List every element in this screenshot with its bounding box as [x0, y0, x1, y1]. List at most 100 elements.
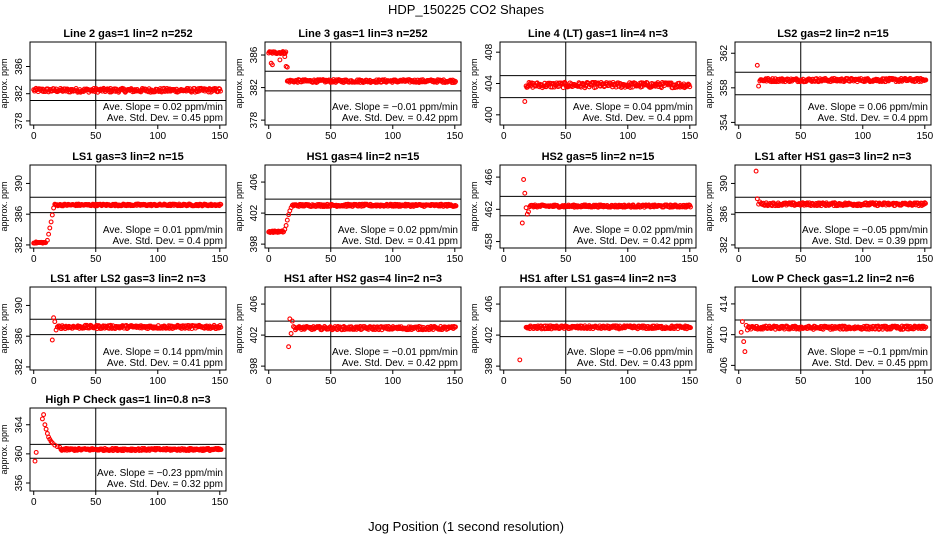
- stats-annotation: Ave. Slope = −0.01 ppm/min: [332, 102, 458, 113]
- y-axis-label: approx. ppm: [234, 181, 244, 231]
- panel: HS1 gas=4 lin=2 n=15 0 50 100 150 398 402 406 ap…: [234, 151, 464, 265]
- stats-annotation: Ave. Std. Dev. = 0.45 ppm: [107, 113, 223, 124]
- x-tick-label: 100: [149, 497, 166, 508]
- data-point: [218, 88, 223, 94]
- y-tick-label: 364: [14, 416, 25, 433]
- data-point: [33, 449, 39, 455]
- data-point: [922, 200, 928, 206]
- panel-title: Line 2 gas=1 lin=2 n=252: [63, 28, 192, 40]
- data-point: [613, 84, 619, 90]
- data-point: [743, 322, 749, 328]
- x-tick-label: 150: [916, 131, 933, 142]
- x-tick-label: 150: [446, 254, 463, 265]
- plot-frame: [29, 286, 227, 371]
- panel: LS1 after LS2 gas=3 lin=2 n=3 0 50 100 150 38…: [0, 273, 229, 387]
- stats-annotation: Ave. Slope = 0.02 ppm/min: [338, 225, 458, 236]
- x-tick-label: 0: [736, 131, 742, 142]
- y-tick-label: 406: [484, 295, 495, 312]
- y-tick-label: 386: [14, 327, 25, 344]
- x-tick-label: 150: [681, 254, 698, 265]
- panel-title: HS1 after LS1 gas=4 lin=2 n=3: [520, 273, 677, 285]
- x-tick-label: 0: [31, 254, 37, 265]
- x-tick-label: 50: [795, 131, 807, 142]
- data-point: [521, 177, 527, 182]
- stats-annotation: Ave. Slope = 0.01 ppm/min: [103, 225, 223, 236]
- data-point: [282, 54, 288, 60]
- panel: High P Check gas=1 lin=0.8 n=3 0 50 100 150 3…: [0, 394, 229, 508]
- x-tick-label: 100: [384, 131, 401, 142]
- stats-annotation: Ave. Slope = 0.06 ppm/min: [808, 102, 928, 113]
- panel: HS2 gas=5 lin=2 n=15 0 50 100 150 458 462 466 ap…: [469, 151, 699, 265]
- x-tick-label: 100: [854, 131, 871, 142]
- data-point: [32, 458, 38, 464]
- x-tick-label: 50: [560, 376, 572, 387]
- plot-frame: [264, 41, 462, 126]
- panel-grid: Line 2 gas=1 lin=2 n=252 0 50 100 150 378 382 3…: [0, 28, 934, 508]
- stats-annotation: Ave. Slope = −0.05 ppm/min: [802, 225, 928, 236]
- y-tick-label: 356: [14, 474, 25, 491]
- data-point: [42, 422, 48, 428]
- x-tick-label: 150: [446, 131, 463, 142]
- stats-annotation: Ave. Slope = −0.23 ppm/min: [97, 468, 223, 479]
- x-tick-label: 0: [31, 131, 37, 142]
- y-tick-label: 414: [719, 295, 730, 312]
- y-tick-label: 382: [14, 85, 25, 102]
- x-tick-label: 150: [211, 376, 228, 387]
- y-tick-label: 386: [719, 205, 730, 222]
- plot-frame: [734, 286, 932, 371]
- x-tick-label: 150: [211, 254, 228, 265]
- data-point: [517, 357, 523, 363]
- y-axis-label: approx. ppm: [234, 58, 244, 108]
- data-point: [218, 447, 224, 453]
- y-axis-label: approx. ppm: [234, 303, 244, 353]
- x-tick-label: 0: [266, 131, 272, 142]
- data-point: [218, 324, 224, 330]
- data-point: [288, 331, 294, 336]
- x-tick-label: 150: [446, 376, 463, 387]
- data-point: [284, 217, 290, 223]
- stats-annotation: Ave. Slope = 0.04 ppm/min: [573, 102, 693, 113]
- x-tick-label: 0: [501, 254, 507, 265]
- x-tick-label: 50: [325, 131, 337, 142]
- stats-annotation: Ave. Std. Dev. = 0.42 ppm: [342, 358, 458, 369]
- y-tick-label: 410: [719, 326, 730, 343]
- y-tick-label: 382: [249, 79, 260, 96]
- x-tick-label: 0: [736, 376, 742, 387]
- panel: LS1 after HS1 gas=3 lin=2 n=3 0 50 100 150 38…: [704, 151, 934, 265]
- data-point: [283, 49, 289, 55]
- stats-annotation: Ave. Slope = −0.1 ppm/min: [808, 347, 928, 358]
- data-point: [44, 237, 50, 243]
- x-tick-label: 150: [211, 497, 228, 508]
- x-tick-label: 50: [795, 254, 807, 265]
- plot-frame: [264, 164, 462, 249]
- stats-annotation: Ave. Std. Dev. = 0.4 ppm: [112, 236, 223, 247]
- data-point: [738, 329, 744, 335]
- x-tick-label: 100: [854, 376, 871, 387]
- x-tick-label: 150: [681, 131, 698, 142]
- y-axis-label: approx. ppm: [469, 58, 479, 108]
- panel-title: LS1 gas=3 lin=2 n=15: [72, 151, 184, 163]
- stats-annotation: Ave. Slope = −0.01 ppm/min: [332, 347, 458, 358]
- x-tick-label: 150: [681, 376, 698, 387]
- panel-title: Line 4 (LT) gas=1 lin=4 n=3: [528, 28, 668, 40]
- x-tick-label: 100: [149, 376, 166, 387]
- panel-title: LS1 after LS2 gas=3 lin=2 n=3: [50, 273, 206, 285]
- x-tick-label: 0: [266, 254, 272, 265]
- panel: LS2 gas=2 lin=2 n=15 0 50 100 150 354 358 362 ap…: [704, 28, 934, 142]
- stats-annotation: Ave. Std. Dev. = 0.41 ppm: [342, 236, 458, 247]
- data-point: [687, 84, 693, 90]
- y-tick-label: 466: [484, 168, 495, 185]
- stats-annotation: Ave. Std. Dev. = 0.43 ppm: [577, 358, 693, 369]
- x-tick-label: 150: [916, 376, 933, 387]
- panel-title: LS1 after HS1 gas=3 lin=2 n=3: [755, 151, 912, 163]
- data-point: [39, 416, 45, 422]
- x-tick-label: 0: [266, 376, 272, 387]
- data-point: [526, 209, 531, 215]
- data-point: [48, 219, 54, 225]
- plot-frame: [29, 164, 227, 249]
- data-point: [524, 211, 530, 217]
- y-tick-label: 402: [484, 326, 495, 343]
- y-axis-label: approx. ppm: [704, 58, 714, 108]
- plot-frame: [734, 164, 932, 249]
